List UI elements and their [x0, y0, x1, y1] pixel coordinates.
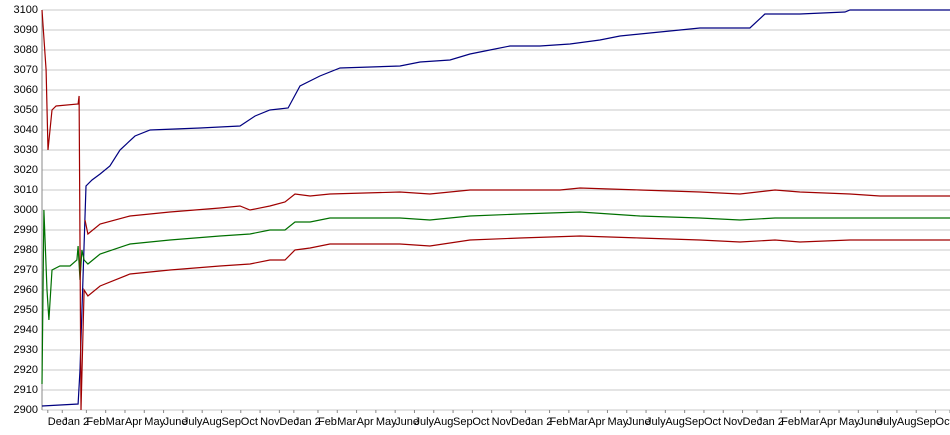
x-tick-label: June	[395, 416, 419, 428]
x-tick-label: Feb	[781, 416, 800, 428]
x-tick-label: Jan 2	[525, 416, 552, 428]
x-tick-label: May	[144, 416, 165, 428]
y-tick-label: 3010	[14, 184, 38, 196]
series-line	[41, 9, 950, 407]
x-tick-label: Aug	[897, 416, 917, 428]
x-tick-label: July	[183, 416, 203, 428]
y-tick-label: 3090	[14, 24, 38, 36]
y-tick-label: 2900	[14, 404, 38, 416]
y-tick-label: 2980	[14, 244, 38, 256]
x-tick-label: Sep	[916, 416, 936, 428]
x-tick-label: Oct	[472, 416, 489, 428]
x-tick-label: Dec	[511, 416, 531, 428]
x-tick-label: Apr	[357, 416, 374, 428]
x-tick-label: Aug	[202, 416, 222, 428]
y-tick-label: 3020	[14, 164, 38, 176]
x-tick-label: Feb	[550, 416, 569, 428]
x-tick-label: May	[376, 416, 397, 428]
x-tick-label: Oct	[241, 416, 258, 428]
y-tick-label: 2960	[14, 284, 38, 296]
x-tick-label: Dec	[48, 416, 68, 428]
y-tick-label: 3050	[14, 104, 38, 116]
x-tick-label: Apr	[588, 416, 605, 428]
y-tick-label: 3100	[14, 4, 38, 16]
x-tick-label: Mar	[800, 416, 819, 428]
x-tick-label: July	[646, 416, 666, 428]
x-tick-label: Jan 2	[294, 416, 321, 428]
x-tick-label: Jan 2	[757, 416, 784, 428]
x-tick-label: Feb	[318, 416, 337, 428]
x-tick-label: Mar	[569, 416, 588, 428]
x-tick-label: May	[839, 416, 860, 428]
x-tick-label: Oct	[936, 416, 950, 428]
x-tick-label: May	[607, 416, 628, 428]
y-tick-label: 2910	[14, 384, 38, 396]
x-tick-label: Dec	[279, 416, 299, 428]
x-tick-label: July	[414, 416, 434, 428]
y-tick-label: 3080	[14, 44, 38, 56]
series-line	[41, 209, 950, 385]
x-tick-label: Nov	[492, 416, 512, 428]
y-tick-label: 3030	[14, 144, 38, 156]
x-tick-label: Mar	[106, 416, 125, 428]
x-tick-label: Aug	[434, 416, 454, 428]
y-tick-label: 3000	[14, 204, 38, 216]
y-tick-label: 2990	[14, 224, 38, 236]
x-tick-label: June	[164, 416, 188, 428]
series-line	[41, 9, 950, 411]
x-tick-label: July	[878, 416, 898, 428]
series-line	[84, 187, 950, 236]
x-tick-label: Sep	[453, 416, 473, 428]
y-tick-label: 3060	[14, 84, 38, 96]
x-tick-label: Dec	[743, 416, 763, 428]
x-tick-label: Apr	[125, 416, 142, 428]
x-tick-label: Jan 2	[62, 416, 89, 428]
x-tick-label: Aug	[665, 416, 685, 428]
y-tick-label: 2940	[14, 324, 38, 336]
y-tick-label: 2930	[14, 344, 38, 356]
x-tick-label: Oct	[704, 416, 721, 428]
x-tick-label: Nov	[260, 416, 280, 428]
y-tick-label: 3070	[14, 64, 38, 76]
x-tick-label: Apr	[820, 416, 837, 428]
y-tick-label: 2950	[14, 304, 38, 316]
x-tick-label: Nov	[723, 416, 743, 428]
x-tick-label: Feb	[86, 416, 105, 428]
y-tick-label: 3040	[14, 124, 38, 136]
y-tick-label: 2920	[14, 364, 38, 376]
y-tick-label: 2970	[14, 264, 38, 276]
x-tick-label: June	[858, 416, 882, 428]
x-tick-label: June	[627, 416, 651, 428]
x-tick-label: Sep	[221, 416, 241, 428]
x-tick-label: Sep	[685, 416, 705, 428]
x-tick-label: Mar	[337, 416, 356, 428]
